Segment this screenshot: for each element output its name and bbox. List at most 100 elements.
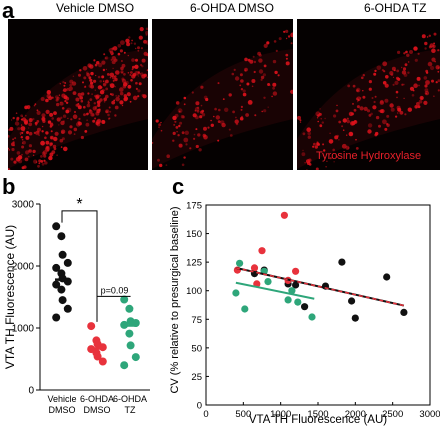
th-puncta: [304, 162, 305, 163]
th-puncta: [89, 98, 92, 101]
th-puncta: [218, 82, 220, 84]
th-puncta: [109, 111, 111, 113]
th-puncta: [373, 73, 376, 76]
data-point: [120, 361, 128, 369]
th-puncta: [69, 90, 70, 91]
th-puncta: [338, 139, 340, 141]
th-puncta: [63, 90, 64, 91]
th-puncta: [239, 85, 241, 87]
th-puncta: [29, 144, 32, 147]
th-puncta: [232, 73, 235, 76]
th-puncta: [347, 118, 349, 120]
th-puncta: [147, 77, 148, 78]
th-puncta: [181, 115, 184, 118]
th-puncta: [415, 59, 418, 62]
th-puncta: [92, 120, 95, 123]
th-puncta: [28, 156, 30, 158]
th-puncta: [178, 108, 183, 113]
th-puncta: [20, 132, 21, 133]
th-puncta: [354, 109, 357, 112]
th-puncta: [67, 118, 68, 119]
th-puncta: [84, 130, 87, 133]
th-puncta: [279, 37, 282, 40]
y-tick-label: 25: [191, 372, 202, 383]
th-puncta: [264, 65, 267, 68]
th-puncta: [436, 81, 438, 83]
data-point: [57, 286, 65, 294]
data-point: [400, 309, 407, 316]
th-puncta: [347, 85, 350, 88]
th-puncta: [95, 64, 98, 67]
th-puncta: [130, 79, 133, 82]
th-puncta: [416, 102, 420, 106]
th-puncta: [306, 169, 308, 170]
th-puncta: [374, 133, 377, 136]
th-puncta: [425, 91, 429, 95]
th-puncta: [74, 111, 76, 113]
th-puncta: [106, 69, 107, 70]
micrograph-6ohda-dmso-canvas: [152, 19, 293, 170]
th-puncta: [185, 143, 187, 145]
th-puncta: [362, 96, 365, 99]
th-puncta: [60, 83, 61, 84]
th-puncta: [77, 103, 79, 105]
th-puncta: [141, 65, 143, 67]
th-puncta: [114, 114, 116, 116]
th-puncta: [105, 57, 107, 59]
th-puncta: [21, 119, 23, 121]
th-puncta: [271, 96, 273, 98]
th-puncta: [37, 165, 40, 168]
th-puncta: [198, 148, 201, 151]
th-puncta: [274, 40, 277, 43]
th-puncta: [120, 70, 123, 73]
th-puncta: [307, 132, 311, 136]
th-puncta: [28, 108, 29, 109]
th-puncta: [24, 119, 28, 123]
th-puncta: [115, 95, 117, 97]
th-puncta: [25, 158, 29, 162]
th-puncta: [428, 62, 433, 67]
th-puncta: [383, 70, 385, 72]
th-puncta: [17, 151, 21, 155]
th-puncta: [413, 83, 418, 88]
data-point: [236, 260, 243, 267]
th-puncta: [376, 116, 379, 119]
th-puncta: [386, 124, 389, 127]
th-puncta: [75, 98, 79, 102]
th-puncta: [62, 107, 65, 110]
th-puncta: [94, 118, 96, 120]
th-puncta: [107, 114, 110, 117]
th-puncta: [40, 155, 43, 158]
th-puncta: [83, 106, 86, 109]
th-puncta: [286, 61, 290, 65]
th-puncta: [89, 79, 92, 82]
th-puncta: [42, 126, 43, 127]
th-puncta: [303, 132, 306, 135]
th-puncta: [93, 59, 95, 61]
th-puncta: [261, 111, 263, 113]
th-puncta: [9, 127, 13, 131]
th-puncta: [166, 164, 168, 166]
th-puncta: [120, 40, 125, 45]
th-puncta: [403, 52, 405, 54]
th-puncta: [286, 58, 288, 60]
th-puncta: [367, 129, 371, 133]
y-tick-label: 125: [186, 258, 202, 269]
th-puncta: [53, 137, 57, 141]
th-puncta: [313, 143, 316, 146]
th-puncta: [302, 150, 303, 151]
th-puncta: [25, 136, 29, 140]
th-puncta: [395, 116, 397, 118]
tissue-band: [152, 49, 293, 169]
th-puncta: [359, 97, 361, 99]
th-puncta: [433, 43, 435, 45]
th-puncta: [137, 46, 140, 49]
th-puncta: [385, 75, 389, 79]
th-puncta: [72, 81, 76, 85]
th-puncta: [235, 119, 239, 123]
th-puncta: [123, 97, 127, 101]
th-puncta: [172, 140, 174, 142]
th-puncta: [384, 99, 388, 103]
th-puncta: [130, 71, 133, 74]
th-puncta: [18, 160, 22, 164]
